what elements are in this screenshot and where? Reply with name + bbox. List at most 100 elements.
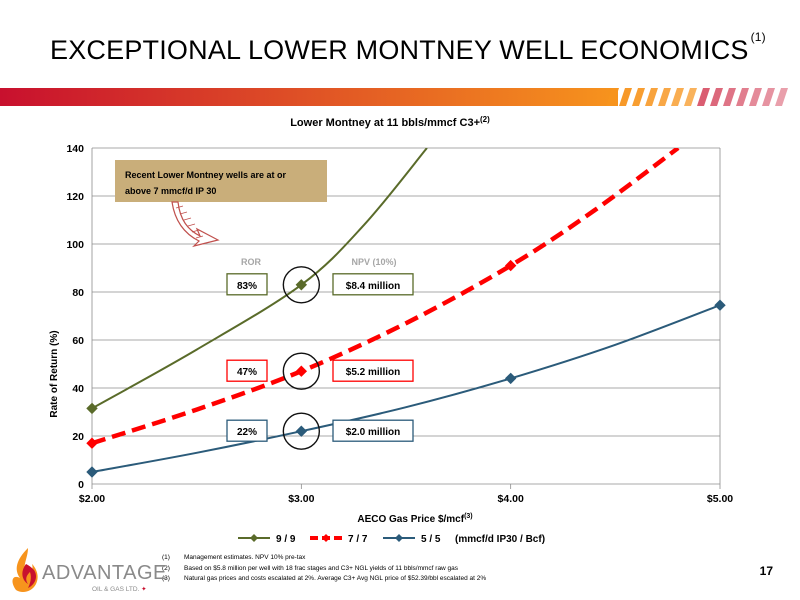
- banner-stripe: [697, 88, 710, 106]
- x-axis-label: AECO Gas Price $/mcf(3): [357, 513, 472, 525]
- banner-stripe: [658, 88, 671, 106]
- legend-marker: [395, 534, 403, 542]
- series-line-2: [92, 304, 720, 473]
- x-tick-label: $4.00: [498, 493, 524, 505]
- legend-marker: [322, 534, 330, 542]
- data-point: [295, 425, 308, 437]
- company-logo: ADVANTAGE OIL & GAS LTD. ✦: [6, 544, 166, 596]
- x-tick-label: $2.00: [79, 493, 105, 505]
- axes: 0 20 40 60 80 100 120 140 $2.00 $3.00 $4.00 $5.00: [66, 143, 733, 505]
- series-markers: [86, 259, 726, 478]
- data-point: [86, 466, 98, 478]
- highlight-circle: [282, 352, 321, 390]
- banner-stripe: [684, 88, 697, 106]
- series-line-1: [92, 148, 680, 446]
- chart-title: Lower Montney at 11 bbls/mmcf C3+(2): [290, 115, 490, 129]
- data-point: [295, 365, 308, 377]
- y-tick-label: 0: [78, 479, 84, 491]
- slide-title-text: EXCEPTIONAL LOWER MONTNEY WELL ECONOMICS: [50, 35, 749, 65]
- banner-bar: [0, 88, 618, 106]
- series-line-0: [92, 148, 428, 410]
- footnote-text: Natural gas prices and costs escalated a…: [184, 575, 487, 582]
- chart-title-text: Lower Montney at 11 bbls/mmcf C3+: [290, 117, 480, 129]
- y-tick-label: 100: [66, 239, 84, 251]
- banner-graphic: [0, 88, 788, 106]
- legend-marker: [250, 534, 258, 542]
- ror-value: 22%: [237, 427, 257, 438]
- callout-text-line: above 7 mmcf/d IP 30: [125, 186, 216, 196]
- banner-stripe: [645, 88, 658, 106]
- highlight-circle: [282, 266, 321, 304]
- page-number: 17: [759, 564, 773, 578]
- footnote-2: (2) Based on $5.8 million per well with 1…: [162, 564, 486, 575]
- y-tick-label: 60: [72, 335, 84, 347]
- maple-leaf-icon: ✦: [141, 586, 147, 593]
- footnote-number: (2): [162, 564, 170, 572]
- legend-label: 7 / 7: [348, 534, 368, 545]
- npv-value: $8.4 million: [346, 281, 400, 292]
- callout-text-line: Recent Lower Montney wells are at or: [125, 170, 287, 180]
- footnote-1: (1) Management estimates. NPV 10% pre-tax: [162, 553, 486, 564]
- x-tick-label: $3.00: [288, 493, 314, 505]
- data-point: [86, 402, 98, 415]
- ror-box: [226, 419, 268, 442]
- chart-title-ref: (2): [480, 115, 490, 124]
- npv-box: [332, 419, 414, 442]
- footnote-text: Based on $5.8 million per well with 18 f…: [184, 564, 459, 572]
- data-point: [504, 259, 517, 272]
- data-point: [504, 372, 517, 385]
- arrow-hatch: [183, 217, 192, 221]
- data-point: [86, 437, 98, 449]
- banner-stripe: [632, 88, 645, 106]
- banner-stripe: [723, 88, 736, 106]
- slide-title-ref: (1): [750, 30, 766, 44]
- y-tick-label: 140: [66, 143, 84, 155]
- y-tick-label: 20: [72, 431, 84, 443]
- data-point: [714, 299, 726, 311]
- logo-subtitle-text: OIL & GAS LTD.: [92, 586, 140, 593]
- banner-stripe: [762, 88, 775, 106]
- npv-value: $5.2 million: [346, 367, 400, 378]
- ror-box: [226, 273, 268, 296]
- footnote-number: (1): [162, 554, 170, 561]
- banner-stripes: [606, 88, 788, 106]
- ror-value: 83%: [237, 281, 257, 292]
- arrow-hatch: [179, 211, 188, 215]
- y-tick-label: 120: [66, 191, 84, 203]
- banner-stripe: [710, 88, 723, 106]
- arrow-hatch: [175, 205, 184, 209]
- ror-box: [226, 359, 268, 382]
- callout-box: [115, 160, 327, 202]
- banner-stripe: [671, 88, 684, 106]
- banner-stripe: [619, 88, 632, 106]
- arrow-shape: [171, 201, 220, 248]
- data-point: [295, 279, 308, 291]
- banner-stripe: [775, 88, 788, 106]
- x-axis-label-text: AECO Gas Price $/mcf: [357, 514, 464, 525]
- ror-value: 47%: [237, 367, 257, 378]
- series-lines: [92, 148, 720, 473]
- npv-value: $2.0 million: [346, 427, 400, 438]
- footnotes: (1) Management estimates. NPV 10% pre-tax…: [162, 553, 486, 585]
- footnote-3: (3) Natural gas prices and costs escalate…: [162, 574, 486, 585]
- legend-suffix: (mmcf/d IP30 / Bcf): [455, 534, 545, 545]
- y-axis-label: Rate of Return (%): [49, 330, 60, 417]
- rate-of-return-chart: Lower Montney at 11 bbls/mmcf C3+(2) 0 20…: [49, 115, 733, 545]
- flame-icon: [12, 548, 38, 592]
- legend: 9 / 9 7 / 7 5 / 5 (mmcf/d IP30 / Bcf): [238, 534, 545, 545]
- banner-stripe: [736, 88, 749, 106]
- ror-header: ROR: [241, 257, 262, 267]
- npv-box: [332, 273, 414, 296]
- logo-name: ADVANTAGE: [42, 562, 167, 584]
- callout-arrow-icon: [171, 201, 220, 248]
- header-banner: [0, 88, 800, 106]
- footnote-number: (3): [162, 575, 170, 582]
- arrow-hatch: [195, 235, 204, 239]
- legend-label: 5 / 5: [421, 534, 441, 545]
- npv-box: [332, 359, 414, 382]
- arrow-hatch: [187, 223, 196, 227]
- x-axis-label-ref: (3): [464, 513, 473, 520]
- legend-label: 9 / 9: [276, 534, 296, 545]
- logo-subtitle: OIL & GAS LTD. ✦: [92, 585, 147, 593]
- banner-stripe: [749, 88, 762, 106]
